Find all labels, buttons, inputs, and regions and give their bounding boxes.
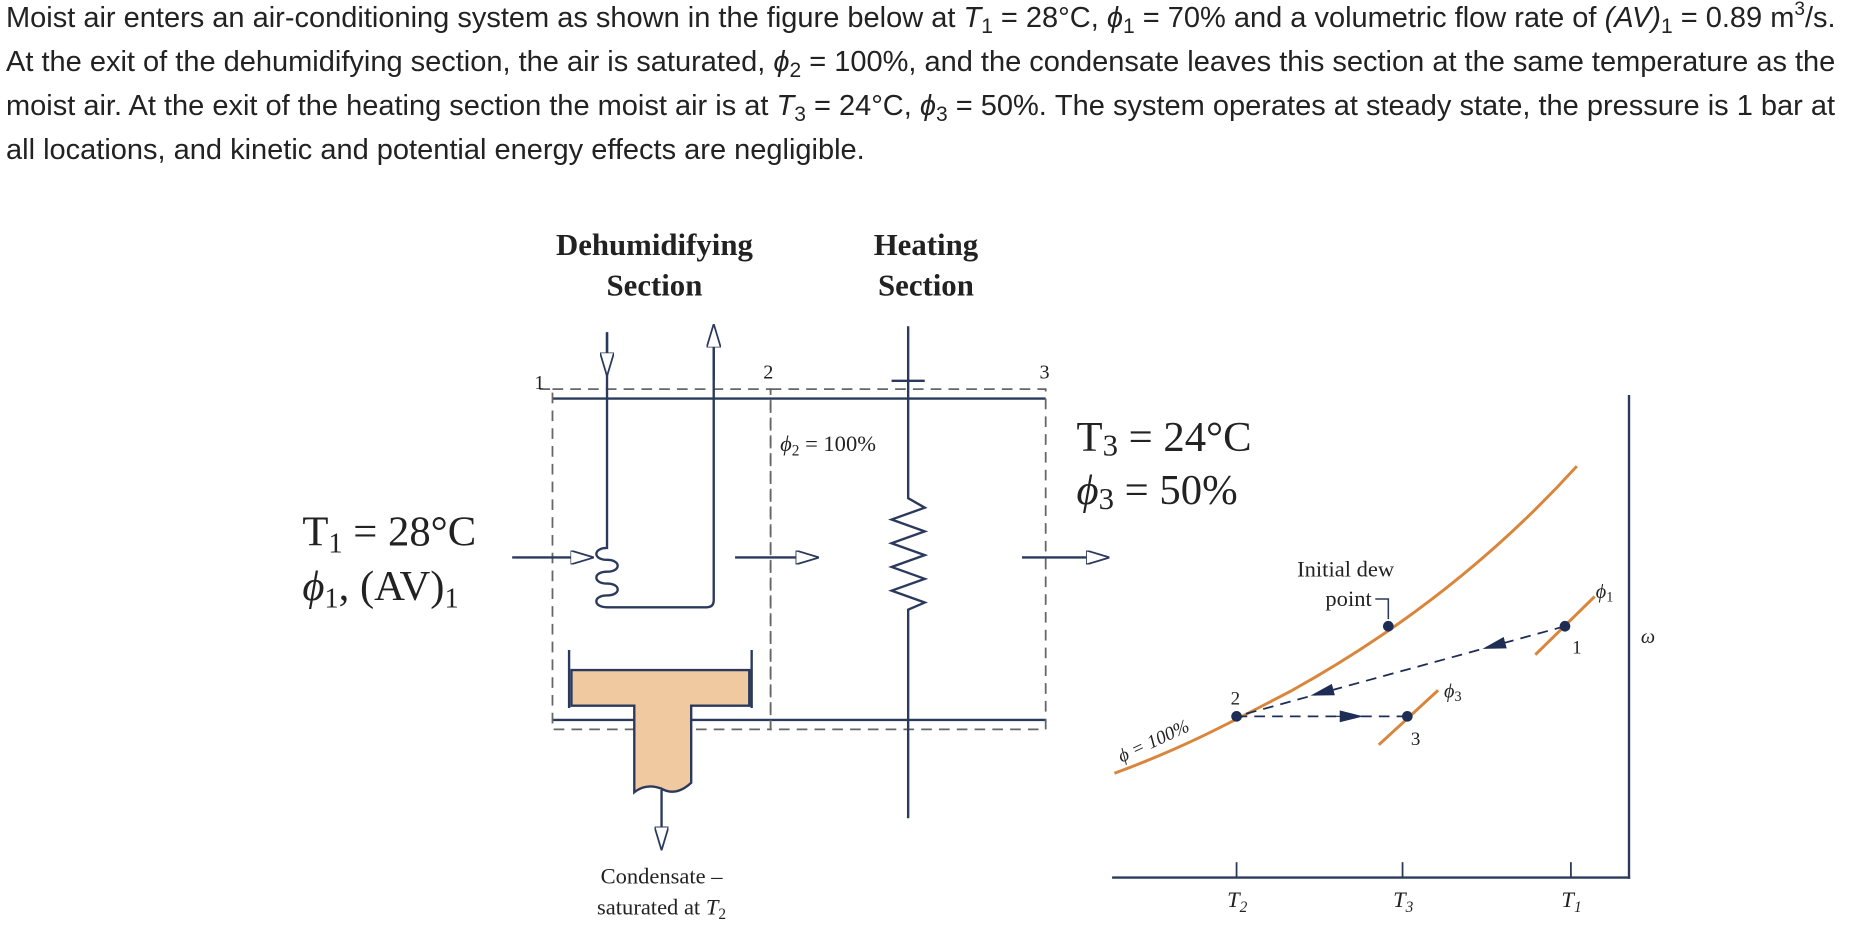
text: ϕ — [1106, 2, 1123, 34]
text: = 28°C, — [992, 2, 1107, 34]
state-number: 1 — [534, 372, 544, 394]
text: 1 — [328, 529, 342, 560]
state-number: 3 — [1039, 361, 1049, 383]
text: 3 — [1099, 482, 1114, 516]
problem-statement: Moist air enters an air-conditioning sys… — [6, 0, 1854, 172]
text: = 70% and a volumetric flow rate of — [1134, 2, 1605, 34]
text: 1 — [445, 583, 459, 614]
x-tick-label: T2 — [1227, 887, 1248, 916]
text: T — [1227, 887, 1241, 912]
label: Dehumidifying — [556, 228, 753, 262]
text: 2 — [792, 443, 800, 460]
text: 1 — [1122, 15, 1135, 38]
text: 1 — [1606, 589, 1613, 605]
text: T — [963, 2, 982, 34]
text: 1 — [1574, 899, 1582, 916]
text: 3 — [1454, 689, 1461, 705]
axis-label: ω — [1641, 626, 1655, 648]
system-schematic — [512, 325, 1108, 849]
text: = 24°C — [1118, 414, 1252, 461]
state-label: 1 — [1572, 638, 1581, 659]
text: T — [1077, 414, 1103, 461]
label: Section — [878, 268, 974, 302]
text: ϕ — [302, 563, 324, 610]
text: 1 — [981, 15, 993, 38]
dew-point-label: Initial dew — [1297, 556, 1395, 581]
text: = 100%, and the condensate leaves this s… — [6, 46, 1836, 122]
text: = 0.89 m — [1672, 2, 1795, 34]
phi-label: ϕ3 — [1444, 680, 1462, 705]
text: 3 — [936, 103, 948, 126]
text: ϕ — [780, 431, 792, 456]
text: T — [706, 894, 720, 919]
text: ϕ — [1444, 680, 1454, 702]
text: ϕ — [773, 46, 790, 78]
state-label: 2 — [1231, 688, 1240, 709]
text: 1 — [324, 583, 338, 614]
text: = 100% — [799, 431, 876, 456]
text: ϕ — [1077, 467, 1099, 514]
exit-label: T3 = 24°C — [1077, 414, 1252, 463]
psychrometric-chart — [1112, 395, 1631, 879]
text: (AV) — [1604, 2, 1661, 34]
text: = 28°C — [343, 509, 477, 556]
text: ϕ — [919, 90, 937, 122]
inlet-label: ϕ1, (AV)1 — [302, 563, 458, 614]
text: 3 — [1405, 899, 1414, 916]
inlet-label: T1 = 28°C — [302, 509, 476, 560]
text: 3 — [1103, 429, 1118, 463]
state-label: 3 — [1411, 729, 1420, 750]
text: Moist air enters an air-conditioning sys… — [6, 2, 964, 34]
text: 2 — [718, 906, 726, 923]
text: 3 — [1794, 0, 1805, 20]
exit-label: ϕ3 = 50% — [1077, 467, 1238, 516]
x-tick-label: T3 — [1393, 887, 1414, 916]
phi2-label: ϕ2 = 100% — [780, 431, 876, 460]
text: T — [776, 90, 795, 122]
text: 3 — [794, 103, 806, 126]
state-number: 2 — [763, 361, 773, 383]
text: 1 — [1660, 15, 1673, 38]
condensate-label: Condensate – — [601, 864, 724, 889]
text: = 50%. The system operates at steady sta… — [6, 90, 1836, 166]
phi-label: ϕ1 — [1596, 581, 1614, 606]
text: T — [302, 509, 328, 556]
text: = 50% — [1114, 467, 1238, 514]
x-tick-label: T1 — [1561, 887, 1581, 916]
text: 2 — [1240, 899, 1248, 916]
text: 2 — [789, 59, 802, 82]
text: T — [1393, 887, 1407, 912]
condensate-label: saturated at T2 — [597, 894, 726, 923]
text: saturated at — [597, 894, 706, 919]
label: Heating — [874, 228, 979, 262]
text: ϕ — [1596, 581, 1606, 603]
text: , (AV) — [339, 563, 445, 610]
label: Section — [607, 268, 703, 302]
dew-point-label: point — [1325, 586, 1372, 611]
text: T — [1561, 887, 1575, 912]
text: /s. At the exit of the dehumidifying sec… — [6, 2, 1836, 78]
text: = 24°C, — [805, 90, 920, 122]
